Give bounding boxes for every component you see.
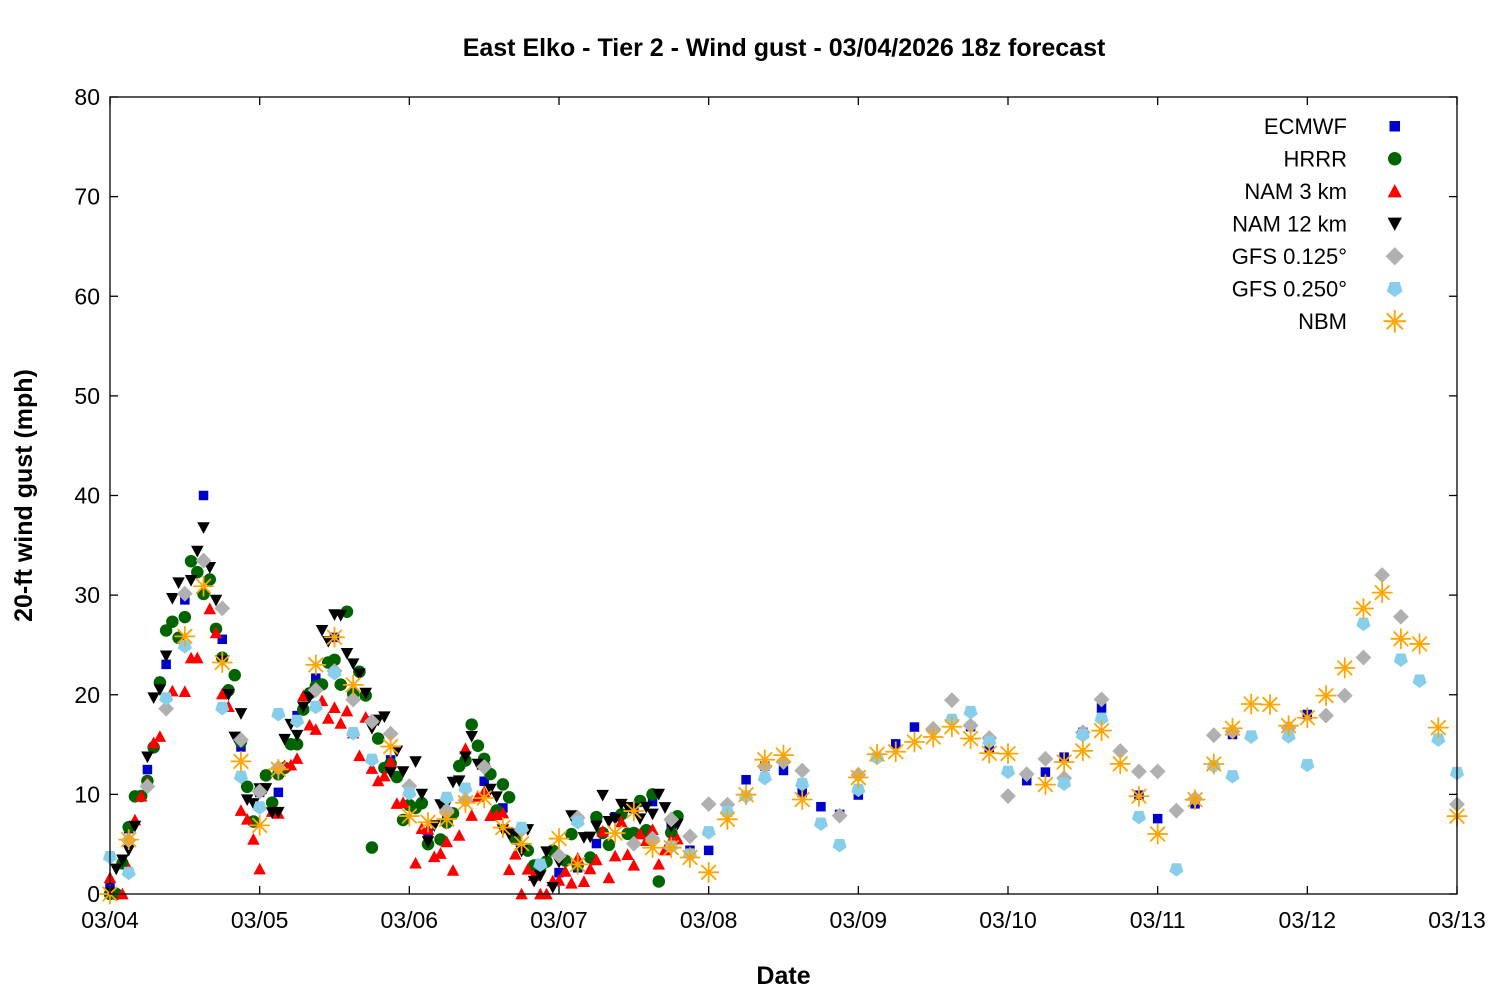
svg-text:80: 80: [74, 84, 100, 110]
svg-text:NAM 3 km: NAM 3 km: [1244, 179, 1347, 204]
svg-text:60: 60: [74, 283, 100, 309]
svg-text:ECMWF: ECMWF: [1264, 114, 1347, 139]
svg-text:03/10: 03/10: [979, 907, 1037, 933]
svg-text:03/04: 03/04: [81, 907, 139, 933]
svg-text:GFS 0.250°: GFS 0.250°: [1232, 276, 1347, 301]
svg-text:30: 30: [74, 582, 100, 608]
svg-text:03/13: 03/13: [1428, 907, 1486, 933]
svg-text:NBM: NBM: [1298, 309, 1347, 334]
svg-text:East Elko - Tier 2 - Wind gust: East Elko - Tier 2 - Wind gust - 03/04/2…: [463, 34, 1106, 62]
svg-text:03/09: 03/09: [830, 907, 888, 933]
svg-text:0: 0: [87, 881, 100, 907]
svg-text:GFS 0.125°: GFS 0.125°: [1232, 244, 1347, 269]
svg-text:03/11: 03/11: [1130, 907, 1186, 933]
svg-text:03/12: 03/12: [1279, 907, 1337, 933]
svg-text:70: 70: [74, 184, 100, 210]
svg-text:03/06: 03/06: [381, 907, 439, 933]
svg-text:40: 40: [74, 483, 100, 509]
svg-text:03/08: 03/08: [680, 907, 738, 933]
svg-text:20: 20: [74, 682, 100, 708]
svg-text:HRRR: HRRR: [1283, 146, 1347, 171]
svg-text:Date: Date: [756, 962, 810, 990]
svg-text:50: 50: [74, 383, 100, 409]
svg-text:03/05: 03/05: [231, 907, 289, 933]
svg-text:20-ft wind gust (mph): 20-ft wind gust (mph): [10, 369, 38, 622]
svg-text:NAM 12 km: NAM 12 km: [1232, 211, 1347, 236]
svg-text:03/07: 03/07: [530, 907, 588, 933]
svg-text:10: 10: [74, 781, 100, 807]
